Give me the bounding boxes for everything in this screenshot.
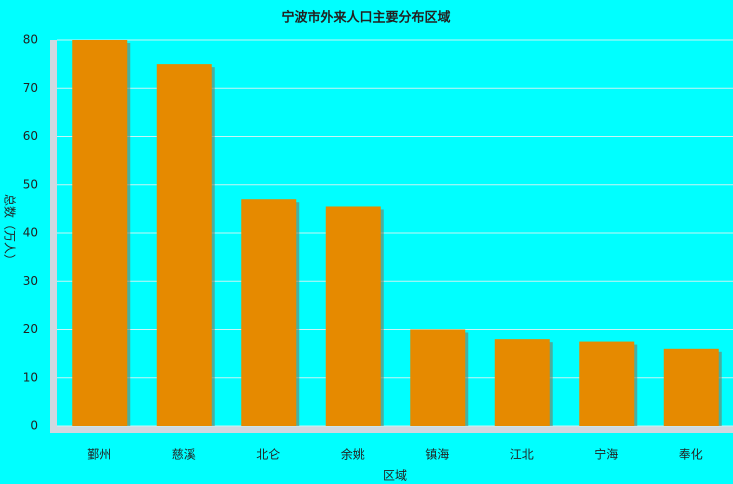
y-tick-label: 50 bbox=[23, 177, 38, 191]
bar bbox=[156, 64, 212, 426]
y-tick-label: 30 bbox=[23, 274, 38, 288]
y-tick-label: 80 bbox=[23, 33, 38, 47]
x-tick-label: 江北 bbox=[510, 448, 534, 462]
chart-title: 宁波市外来人口主要分布区域 bbox=[281, 10, 450, 26]
x-tick-label: 余姚 bbox=[341, 447, 365, 462]
y-tick-label: 70 bbox=[23, 81, 38, 95]
y-tick-label: 0 bbox=[30, 419, 38, 433]
bar bbox=[241, 199, 297, 426]
x-tick-label: 北仑 bbox=[256, 448, 280, 462]
x-axis-floor bbox=[50, 426, 733, 433]
x-tick-label: 宁海 bbox=[594, 447, 618, 462]
x-tick-label: 镇海 bbox=[425, 447, 449, 462]
y-tick-label: 40 bbox=[23, 226, 38, 240]
bar bbox=[494, 339, 550, 426]
x-tick-label: 奉化 bbox=[679, 448, 703, 462]
y-tick-label: 60 bbox=[23, 129, 38, 143]
x-tick-label: 鄞州 bbox=[87, 448, 111, 462]
y-tick-label: 10 bbox=[23, 370, 38, 384]
x-tick-label: 慈溪 bbox=[172, 447, 196, 462]
bar bbox=[72, 40, 128, 426]
bar bbox=[325, 206, 381, 426]
bar bbox=[579, 341, 635, 426]
y-axis-label: 总数（万人） bbox=[3, 194, 18, 266]
bar bbox=[410, 329, 466, 426]
bar bbox=[663, 348, 719, 426]
x-axis-label: 区域 bbox=[383, 469, 407, 483]
y-axis-wall bbox=[50, 40, 57, 430]
y-tick-label: 20 bbox=[23, 322, 38, 336]
